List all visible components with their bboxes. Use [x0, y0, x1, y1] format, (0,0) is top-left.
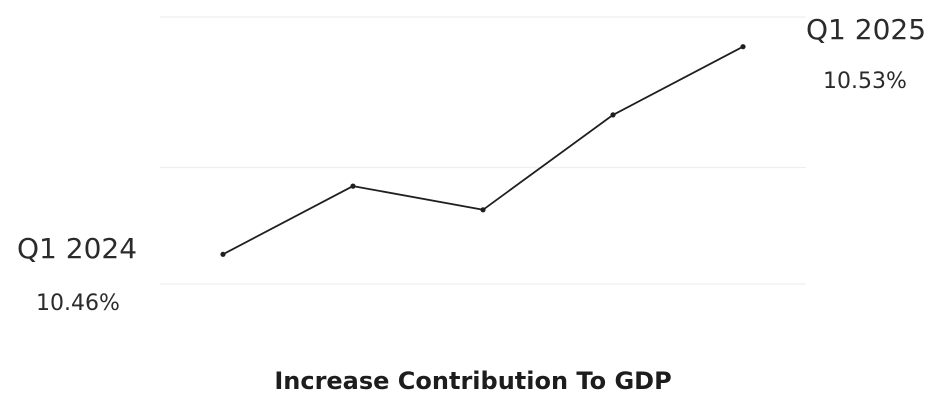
- data-point-q3-2024: [480, 207, 486, 213]
- grid-layer: [160, 16, 806, 285]
- data-point-q4-2024: [610, 112, 616, 118]
- end-value-label: 10.53%: [823, 69, 907, 94]
- start-value-label: 10.46%: [36, 291, 120, 316]
- series-layer: [222, 45, 744, 256]
- start-period-label: Q1 2024: [17, 232, 137, 265]
- points-layer: [220, 44, 746, 257]
- data-point-q1-2025: [740, 44, 746, 50]
- chart-title: Increase Contribution To GDP: [274, 367, 671, 395]
- series-line-1: [222, 45, 744, 256]
- data-point-q2-2024: [350, 183, 356, 189]
- data-point-q1-2024: [220, 251, 226, 257]
- end-period-label: Q1 2025: [806, 13, 926, 46]
